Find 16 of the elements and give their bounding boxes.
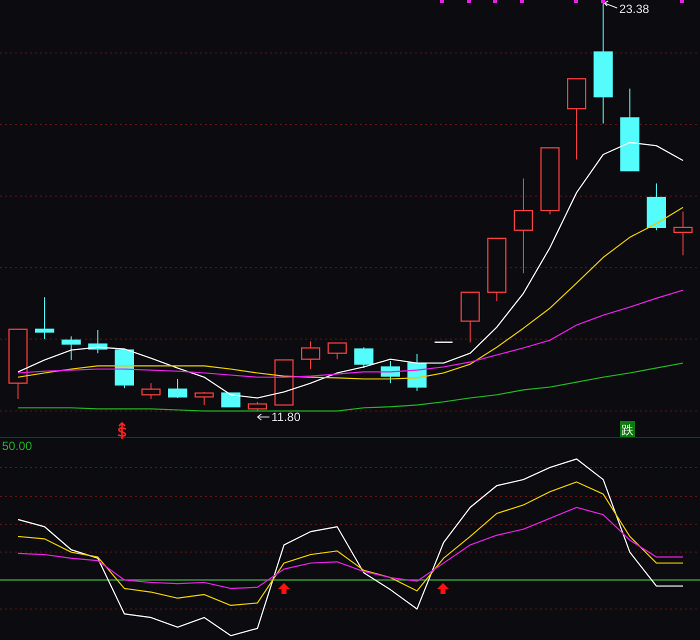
text: 50.00 [2, 439, 32, 453]
candlestick [35, 296, 54, 340]
candlestick [194, 391, 214, 406]
candlestick [62, 336, 81, 360]
candlestick [354, 346, 374, 369]
candlestick [673, 211, 693, 256]
candlestick [168, 378, 188, 398]
annotation: 11.80 [271, 410, 301, 424]
candlestick [514, 178, 533, 274]
candlestick [248, 401, 267, 412]
candlestick [221, 392, 240, 408]
annotation: 23.38 [619, 2, 650, 16]
candlestick [301, 340, 320, 370]
text: 跌 [622, 423, 634, 437]
candlestick [141, 382, 161, 400]
candlestick [328, 342, 347, 360]
